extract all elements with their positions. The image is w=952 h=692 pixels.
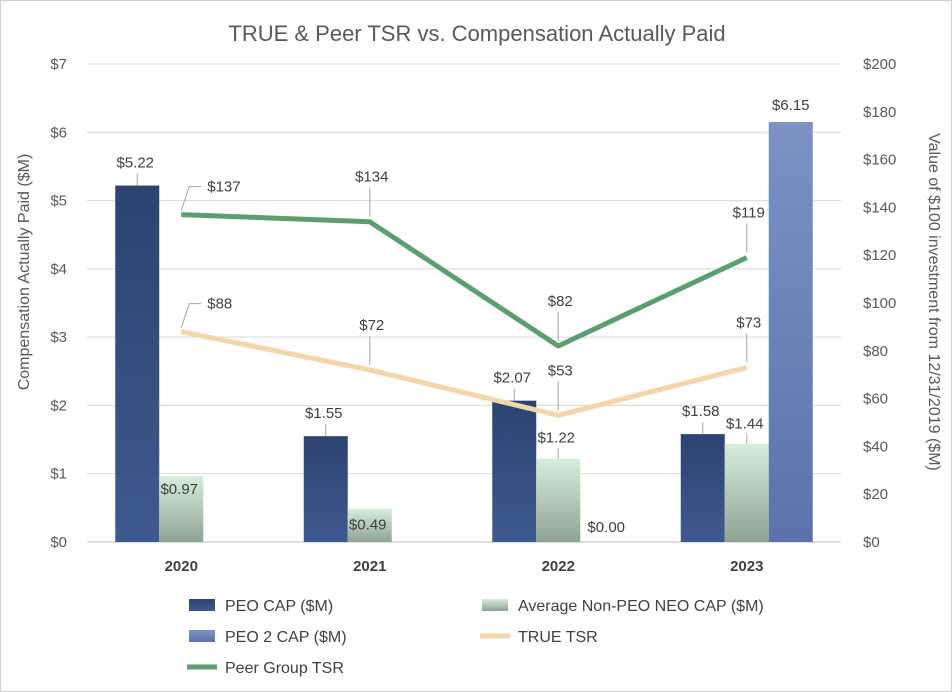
y2-tick-label: $160	[863, 152, 896, 169]
bar-data-label: $1.58	[682, 403, 720, 420]
line-peer-group-tsr	[181, 212, 748, 349]
bar-data-label: $2.07	[493, 370, 531, 387]
bar-average-non-peo-neo-cap-m	[159, 475, 204, 542]
lines	[180, 212, 748, 418]
bar-peo-cap-m	[492, 400, 537, 542]
legend-label: PEO CAP ($M)	[225, 598, 333, 615]
y2-tick-label: $200	[863, 56, 896, 73]
y-tick-label: $6	[50, 124, 67, 141]
line-data-label: $134	[355, 169, 388, 186]
chart-title: TRUE & Peer TSR vs. Compensation Actuall…	[228, 21, 725, 46]
line-data-label: $72	[359, 317, 384, 334]
y-tick-label: $7	[50, 56, 67, 73]
bar-average-non-peo-neo-cap-m	[724, 443, 769, 542]
bar-data-label: $0.97	[160, 481, 198, 498]
bar-data-label: $1.44	[726, 416, 764, 433]
y-tick-label: $3	[50, 329, 67, 346]
bar-data-label: $1.22	[537, 430, 575, 447]
category-label: 2021	[353, 558, 386, 575]
y-axis-label: Compensation Actually Paid ($M)	[16, 154, 33, 391]
data-labels: $5.22 $1.55 $2.07 $1.58 $0.97 $0.49 $1.22 $1.44…	[116, 97, 809, 536]
bar-data-label: $6.15	[772, 97, 810, 114]
y-tick-label: $0	[50, 534, 67, 551]
line-data-label: $119	[733, 205, 765, 222]
line-data-label: $73	[736, 315, 761, 332]
y2-tick-label: $40	[863, 438, 888, 455]
label-leader	[180, 303, 202, 328]
bar-data-label: $1.55	[305, 405, 343, 422]
line-data-label: $137	[207, 179, 240, 196]
bar-peo-cap-m	[115, 185, 160, 542]
y2-tick-label: $100	[863, 295, 896, 312]
bar-data-label: $5.22	[116, 155, 154, 172]
bars	[115, 122, 813, 543]
y-tick-label: $4	[50, 261, 67, 278]
category-label: 2022	[542, 558, 575, 575]
legend-label: Average Non-PEO NEO CAP ($M)	[518, 598, 764, 615]
bar-data-label: $0.49	[349, 517, 387, 534]
line-data-label: $53	[548, 362, 573, 379]
y2-tick-label: $140	[863, 199, 896, 216]
bar-average-non-peo-neo-cap-m	[536, 458, 581, 542]
bar-peo-2-cap-m	[768, 122, 813, 543]
legend-swatch	[482, 599, 508, 611]
y2-tick-label: $0	[863, 534, 880, 551]
bar-average-non-peo-neo-cap-m	[347, 508, 392, 542]
legend-label: TRUE TSR	[518, 629, 598, 646]
y2-tick-label: $20	[863, 486, 888, 503]
legend-label: PEO 2 CAP ($M)	[225, 629, 347, 646]
y-tick-label: $1	[50, 466, 67, 483]
category-labels: 2020 2021 2022 2023	[165, 558, 764, 575]
left-axis-ticks: $0 $1 $2 $3 $4 $5 $6 $7	[50, 56, 67, 551]
line-true-tsr	[180, 329, 748, 418]
legend: PEO CAP ($M) Average Non-PEO NEO CAP ($M)…	[187, 598, 764, 677]
legend-swatch	[189, 630, 215, 642]
y2-tick-label: $180	[863, 104, 896, 121]
y-tick-label: $2	[50, 397, 67, 414]
y2-axis-label: Value of $100 investment from 12/31/2019…	[925, 133, 942, 471]
legend-swatch	[189, 599, 215, 611]
y2-tick-label: $80	[863, 343, 888, 360]
y2-tick-label: $120	[863, 247, 896, 264]
y2-tick-label: $60	[863, 391, 888, 408]
bar-peo-cap-m	[303, 436, 348, 542]
category-label: 2020	[165, 558, 198, 575]
bar-peo-cap-m	[680, 434, 725, 542]
label-leader	[180, 186, 202, 211]
y-tick-label: $5	[50, 193, 67, 210]
right-axis-ticks: $0 $20 $40 $60 $80 $100 $120 $140 $160 $180 $200	[863, 56, 896, 551]
bar-data-label: $0.00	[587, 519, 625, 536]
category-label: 2023	[730, 558, 763, 575]
line-data-label: $88	[207, 296, 232, 313]
legend-label: Peer Group TSR	[225, 660, 344, 677]
line-data-label: $82	[548, 293, 573, 310]
